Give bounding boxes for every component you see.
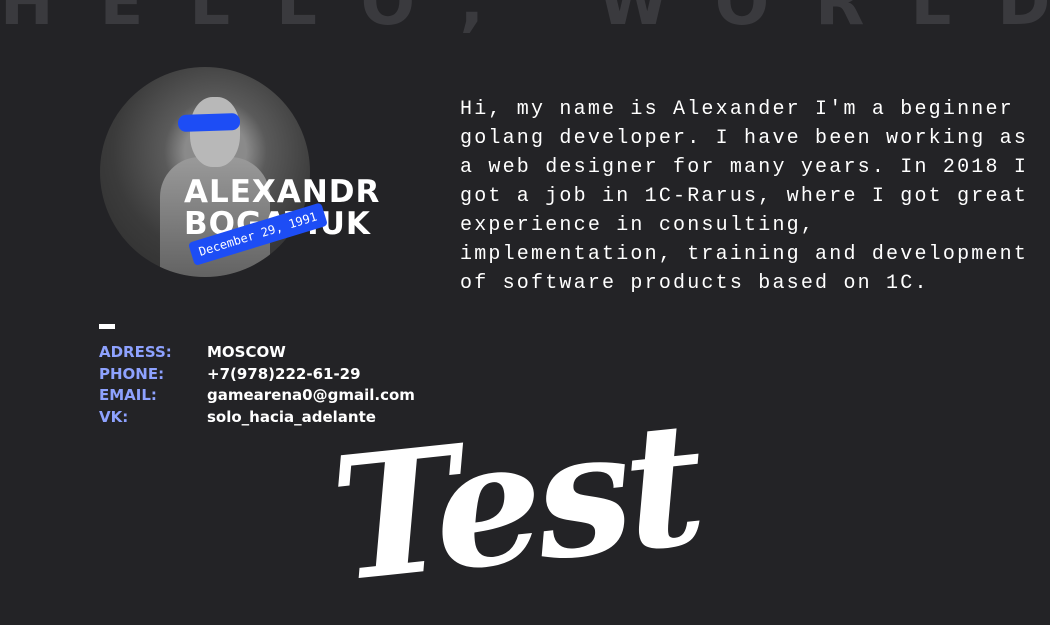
- divider: [99, 324, 115, 329]
- contact-value: solo_hacia_adelante: [207, 407, 376, 426]
- contact-label: PHONE:: [99, 364, 165, 383]
- handwriting: Test: [330, 390, 712, 610]
- bio: Hi, my name is Alexander I'm a beginner …: [460, 98, 1029, 295]
- contact-value: MOSCOW: [207, 343, 286, 361]
- contact-value: +7(978)222-61-29: [207, 364, 361, 383]
- background-title: HELLO, WORLD!: [0, 0, 1050, 40]
- contact-row: VK: solo_hacia_adelante: [99, 408, 415, 430]
- contact-label: EMAIL:: [99, 386, 157, 404]
- contact-label: VK:: [99, 407, 129, 426]
- handwriting-text: Test: [330, 390, 712, 610]
- contact-value: gamearena0@gmail.com: [207, 386, 415, 404]
- first-name: ALEXANDR: [184, 174, 381, 210]
- contact-row: EMAIL: gamearena0@gmail.com: [99, 386, 415, 408]
- contact-row: ADRESS: MOSCOW: [99, 343, 415, 365]
- contacts: ADRESS: MOSCOW PHONE: +7(978)222-61-29 EMAIL…: [99, 343, 415, 429]
- contact-label: ADRESS:: [99, 343, 172, 361]
- contact-row: PHONE: +7(978)222-61-29: [99, 365, 415, 387]
